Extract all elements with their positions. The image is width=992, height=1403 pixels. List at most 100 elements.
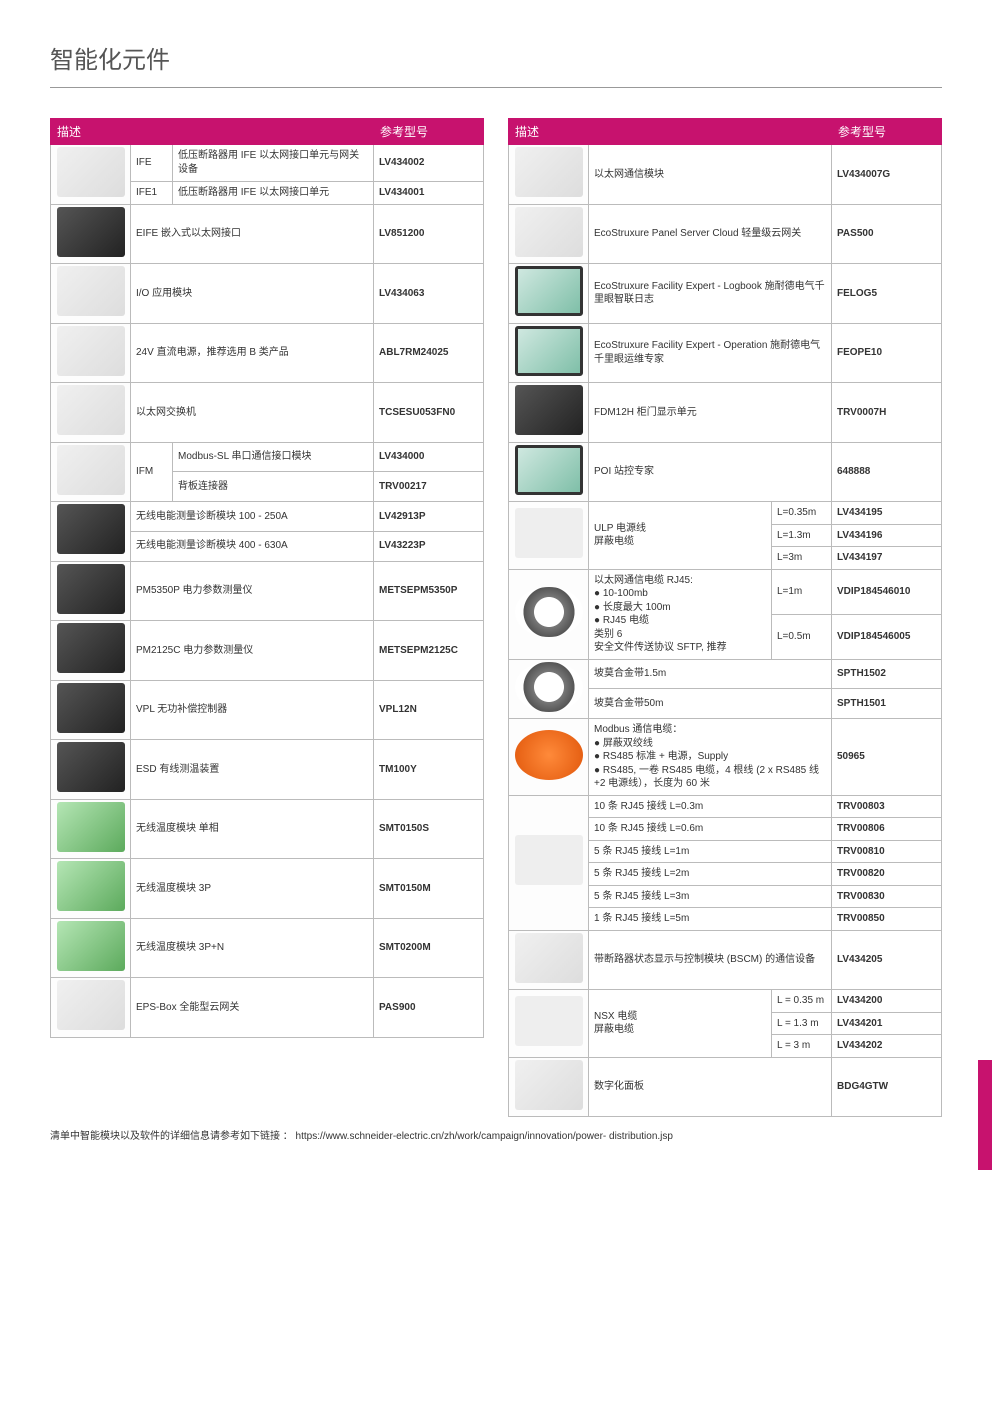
ref-cell: LV434197	[832, 547, 942, 570]
ref-cell: BDG4GTW	[832, 1057, 942, 1117]
header-desc: 描述	[51, 119, 374, 145]
desc-cell: 无线温度模块 3P	[131, 859, 374, 919]
ref-cell: 50965	[832, 719, 942, 796]
page-title: 智能化元件	[50, 40, 942, 75]
ref-cell: LV434002	[374, 145, 484, 182]
desc-cell: 低压断路器用 IFE 以太网接口单元	[173, 181, 374, 204]
desc-cell: ULP 电源线 屏蔽电缆	[589, 502, 772, 570]
desc-cell: 10 条 RJ45 接线 L=0.6m	[589, 818, 832, 841]
desc-cell: Modbus 通信电缆： ● 屏蔽双绞线 ● RS485 标准 + 电源，Sup…	[589, 719, 832, 796]
desc-cell: FDM12H 柜门显示单元	[589, 383, 832, 443]
product-image	[509, 659, 589, 719]
desc-cell: Modbus-SL 串口通信接口模块	[173, 442, 374, 472]
code-cell: IFE1	[131, 181, 173, 204]
product-image	[509, 990, 589, 1058]
ref-cell: LV434195	[832, 502, 942, 525]
length-cell: L = 0.35 m	[771, 990, 831, 1013]
product-image	[51, 145, 131, 205]
ref-cell: TRV00850	[832, 908, 942, 931]
desc-cell: I/O 应用模块	[131, 264, 374, 324]
ref-cell: FELOG5	[832, 264, 942, 324]
ref-cell: TRV00810	[832, 840, 942, 863]
desc-cell: EcoStruxure Facility Expert - Operation …	[589, 323, 832, 383]
ref-cell: SMT0150S	[374, 799, 484, 859]
ref-cell: LV434196	[832, 524, 942, 547]
desc-cell: EcoStruxure Panel Server Cloud 轻量级云网关	[589, 204, 832, 264]
desc-cell: 背板连接器	[173, 472, 374, 502]
header-desc: 描述	[509, 119, 832, 145]
ref-cell: FEOPE10	[832, 323, 942, 383]
ref-cell: TRV0007H	[832, 383, 942, 443]
product-image	[51, 740, 131, 800]
ref-cell: VDIP184546010	[832, 569, 942, 614]
desc-cell: 以太网交换机	[131, 383, 374, 443]
ref-cell: LV434201	[832, 1012, 942, 1035]
product-image	[51, 799, 131, 859]
product-image	[509, 930, 589, 990]
ref-cell: TRV00803	[832, 795, 942, 818]
product-image	[51, 859, 131, 919]
product-image	[51, 918, 131, 978]
product-image	[51, 264, 131, 324]
ref-cell: LV434001	[374, 181, 484, 204]
ref-cell: TCSESU053FN0	[374, 383, 484, 443]
desc-cell: PM5350P 电力参数测量仪	[131, 561, 374, 621]
product-image	[509, 795, 589, 930]
product-image	[51, 442, 131, 502]
ref-cell: SMT0150M	[374, 859, 484, 919]
product-image	[509, 323, 589, 383]
length-cell: L=0.35m	[771, 502, 831, 525]
right-table: 描述 参考型号 以太网通信模块 LV434007G EcoStruxure Pa…	[508, 118, 942, 1117]
desc-cell: ESD 有线测温装置	[131, 740, 374, 800]
desc-cell: 无线温度模块 单相	[131, 799, 374, 859]
desc-cell: 无线电能测量诊断模块 100 - 250A	[131, 502, 374, 532]
product-image	[51, 383, 131, 443]
length-cell: L=1m	[771, 569, 831, 614]
ref-cell: ABL7RM24025	[374, 323, 484, 383]
desc-cell: 1 条 RJ45 接线 L=5m	[589, 908, 832, 931]
length-cell: L=1.3m	[771, 524, 831, 547]
desc-cell: PM2125C 电力参数测量仪	[131, 621, 374, 681]
ref-cell: LV42913P	[374, 502, 484, 532]
product-image	[51, 680, 131, 740]
desc-cell: 坡莫合金带50m	[589, 689, 832, 719]
desc-cell: 低压断路器用 IFE 以太网接口单元与网关设备	[173, 145, 374, 182]
product-image	[509, 719, 589, 796]
desc-cell: 坡莫合金带1.5m	[589, 659, 832, 689]
product-image	[51, 204, 131, 264]
product-image	[509, 264, 589, 324]
right-column: 描述 参考型号 以太网通信模块 LV434007G EcoStruxure Pa…	[508, 118, 942, 1117]
ref-cell: TRV00820	[832, 863, 942, 886]
ref-cell: PAS900	[374, 978, 484, 1038]
desc-cell: 5 条 RJ45 接线 L=2m	[589, 863, 832, 886]
product-image	[51, 621, 131, 681]
desc-cell: 带断路器状态显示与控制模块 (BSCM) 的通信设备	[589, 930, 832, 990]
desc-cell: 5 条 RJ45 接线 L=1m	[589, 840, 832, 863]
ref-cell: LV434007G	[832, 145, 942, 205]
desc-cell: 10 条 RJ45 接线 L=0.3m	[589, 795, 832, 818]
ref-cell: LV434063	[374, 264, 484, 324]
ref-cell: SMT0200M	[374, 918, 484, 978]
desc-cell: POI 站控专家	[589, 442, 832, 502]
length-cell: L=3m	[771, 547, 831, 570]
desc-cell: 24V 直流电源，推荐选用 B 类产品	[131, 323, 374, 383]
ref-cell: TRV00217	[374, 472, 484, 502]
ref-cell: VDIP184546005	[832, 614, 942, 659]
desc-cell: VPL 无功补偿控制器	[131, 680, 374, 740]
ref-cell: LV851200	[374, 204, 484, 264]
desc-cell: 无线温度模块 3P+N	[131, 918, 374, 978]
ref-cell: METSEPM5350P	[374, 561, 484, 621]
ref-cell: PAS500	[832, 204, 942, 264]
desc-cell: NSX 电缆 屏蔽电缆	[589, 990, 772, 1058]
length-cell: L=0.5m	[771, 614, 831, 659]
product-image	[509, 383, 589, 443]
ref-cell: LV434202	[832, 1035, 942, 1058]
ref-cell: TM100Y	[374, 740, 484, 800]
product-image	[509, 204, 589, 264]
code-cell: IFM	[131, 442, 173, 502]
product-image	[51, 978, 131, 1038]
ref-cell: VPL12N	[374, 680, 484, 740]
desc-cell: 无线电能测量诊断模块 400 - 630A	[131, 531, 374, 561]
desc-cell: 数字化面板	[589, 1057, 832, 1117]
product-image	[509, 442, 589, 502]
